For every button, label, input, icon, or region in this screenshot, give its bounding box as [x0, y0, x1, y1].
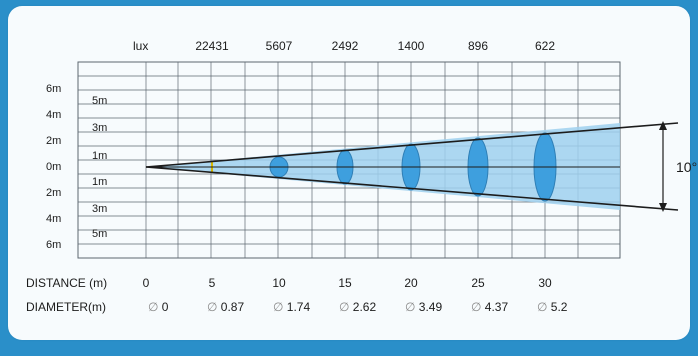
height-label-outer: 0m [46, 161, 61, 173]
height-label-inner: 1m [92, 176, 107, 188]
distance-value: 0 [143, 276, 150, 290]
beam-angle-marker [659, 121, 667, 212]
height-label-inner: 5m [92, 95, 107, 107]
height-label-outer: 6m [46, 83, 61, 95]
distance-value: 25 [471, 276, 485, 290]
diameter-value: ∅ 2.62 [339, 300, 376, 314]
beam-lower-edge [145, 166, 679, 211]
lux-label: lux [133, 39, 148, 53]
height-label-inner: 3m [92, 203, 107, 215]
diameter-value: ∅ 0 [148, 300, 169, 314]
lux-value: 22431 [195, 39, 229, 53]
lux-value: 5607 [266, 39, 293, 53]
diameter-label: DIAMETER(m) [26, 300, 106, 314]
height-label-outer: 2m [46, 135, 61, 147]
distance-label: DISTANCE (m) [26, 276, 107, 290]
height-label-outer: 4m [46, 109, 61, 121]
height-label-outer: 4m [46, 213, 61, 225]
distance-row: 0 5 10 15 20 25 30 [143, 276, 552, 290]
distance-value: 20 [404, 276, 418, 290]
height-labels-outer: 6m 4m 2m 0m 2m 4m 6m [46, 83, 61, 251]
diameter-value: ∅ 1.74 [273, 300, 310, 314]
height-label-inner: 1m [92, 150, 107, 162]
bottom-bar [0, 342, 698, 356]
distance-value: 5 [209, 276, 216, 290]
distance-value: 30 [538, 276, 552, 290]
diameter-row: ∅ 0 ∅ 0.87 ∅ 1.74 ∅ 2.62 ∅ 3.49 ∅ 4.37 ∅ 5.2 [148, 300, 568, 314]
height-label-inner: 5m [92, 228, 107, 240]
lux-value: 622 [535, 39, 555, 53]
height-label-outer: 6m [46, 239, 61, 251]
lux-value: 1400 [398, 39, 425, 53]
height-labels-inner: 5m 3m 1m 1m 3m 5m [92, 95, 107, 240]
lux-row: 22431 5607 2492 1400 896 622 [195, 39, 555, 53]
diameter-value: ∅ 3.49 [405, 300, 442, 314]
beam-angle-label: 10° [676, 159, 697, 175]
lux-value: 2492 [332, 39, 359, 53]
distance-value: 10 [272, 276, 286, 290]
height-label-outer: 2m [46, 187, 61, 199]
diameter-value: ∅ 0.87 [207, 300, 244, 314]
beam-upper-edge [145, 122, 679, 168]
distance-value: 15 [338, 276, 352, 290]
lux-value: 896 [468, 39, 488, 53]
diameter-value: ∅ 4.37 [471, 300, 508, 314]
height-label-inner: 3m [92, 122, 107, 134]
diameter-value: ∅ 5.2 [537, 300, 568, 314]
